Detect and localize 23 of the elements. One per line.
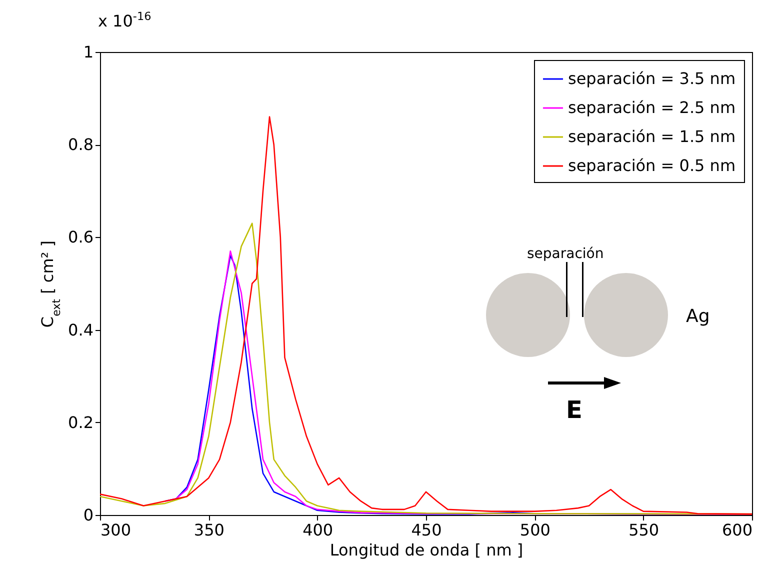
annotation: E	[566, 396, 582, 424]
x-axis-title: Longitud de onda [ nm ]	[330, 540, 524, 560]
legend-label: separación = 0.5 nm	[568, 156, 736, 175]
x-tick-label: 600	[722, 520, 752, 540]
y-tick-label: 0.2	[68, 412, 94, 432]
y-tick-label: 1	[83, 42, 94, 62]
x-tick-label: 550	[628, 520, 660, 540]
legend-label: separación = 2.5 nm	[568, 98, 736, 117]
x-tick-label: 300	[100, 520, 132, 540]
annotation: Ag	[686, 306, 710, 327]
legend-label: separación = 1.5 nm	[568, 127, 736, 146]
x-tick-label: 450	[411, 520, 442, 540]
y-tick-label: 0.8	[68, 135, 94, 154]
y-tick-label: 0	[83, 506, 94, 524]
x-tick-label: 350	[194, 520, 224, 540]
annotation: separación	[527, 246, 604, 262]
x-tick-label: 400	[302, 520, 334, 540]
x-tick-label: 500	[520, 520, 550, 540]
y-tick-label: 0.6	[68, 228, 94, 247]
text: x 10$^{-16}$	[98, 10, 152, 30]
y-tick-label: 0.4	[68, 320, 94, 340]
legend-label: separación = 3.5 nm	[568, 69, 736, 88]
line-series	[100, 116, 752, 515]
